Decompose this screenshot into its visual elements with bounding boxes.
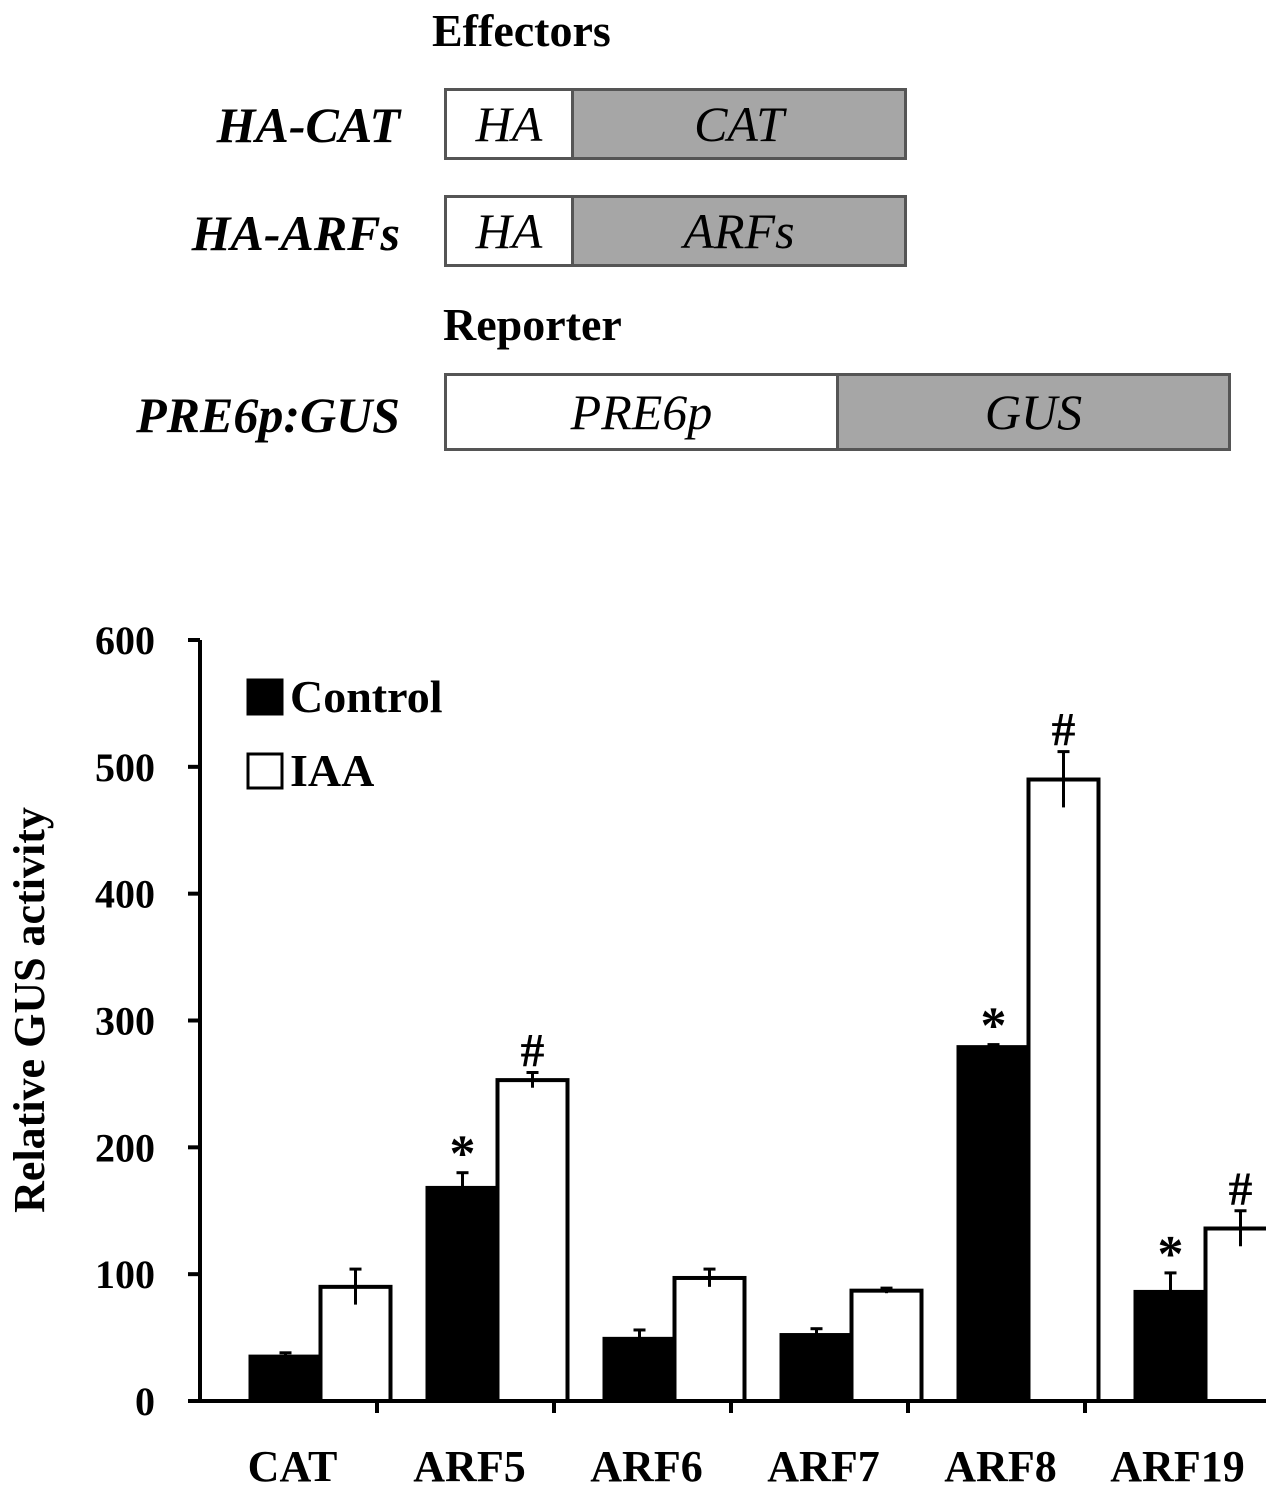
construct-ha-arfs: HA ARFs bbox=[444, 195, 907, 267]
y-tick-label: 300 bbox=[95, 999, 155, 1044]
chart-legend: Control IAA bbox=[246, 671, 443, 796]
significance-marker: * bbox=[450, 1126, 476, 1183]
bar-iaa-arf5 bbox=[495, 1078, 570, 1403]
y-tick-label: 200 bbox=[95, 1125, 155, 1170]
y-tick-label: 600 bbox=[95, 618, 155, 663]
construct-pre6p-gus: PRE6p GUS bbox=[444, 373, 1231, 451]
x-tick-label: CAT bbox=[248, 1442, 338, 1490]
segment-cat: CAT bbox=[574, 91, 904, 157]
legend-label-control: Control bbox=[290, 671, 443, 722]
significance-marker: # bbox=[1229, 1163, 1253, 1216]
bar-iaa-arf8 bbox=[1026, 777, 1101, 1403]
bar-control-arf6 bbox=[602, 1336, 677, 1404]
x-tick-label: ARF8 bbox=[944, 1442, 1056, 1490]
reporter-heading: Reporter bbox=[443, 299, 622, 350]
bar-control-cat bbox=[248, 1354, 323, 1404]
x-tick-label: ARF7 bbox=[767, 1442, 879, 1490]
significance-marker: * bbox=[1158, 1226, 1184, 1283]
segment-ha: HA bbox=[447, 198, 574, 264]
bar-control-arf8 bbox=[956, 1045, 1031, 1403]
y-tick-label: 500 bbox=[95, 745, 155, 790]
chart-axes: 0 100 200 300 400 500 600 CAT ARF5 ARF6 ARF7 ARF8 AR… bbox=[95, 618, 1262, 1490]
segment-ha: HA bbox=[447, 91, 574, 157]
legend-swatch-iaa bbox=[246, 752, 284, 790]
legend-label-iaa: IAA bbox=[290, 745, 374, 796]
significance-marker: # bbox=[521, 1025, 545, 1078]
x-tick-label: ARF6 bbox=[590, 1442, 702, 1490]
y-tick-label: 0 bbox=[135, 1379, 155, 1424]
gus-activity-bar-chart: 0 100 200 300 400 500 600 CAT ARF5 ARF6 ARF7 ARF8 AR… bbox=[5, 618, 1266, 1490]
construct-label-ha-arfs: HA-ARFs bbox=[191, 205, 400, 261]
segment-pre6p: PRE6p bbox=[447, 376, 839, 448]
bar-iaa-arf19 bbox=[1203, 1226, 1266, 1403]
bar-control-arf7 bbox=[779, 1333, 854, 1404]
segment-arfs: ARFs bbox=[574, 198, 904, 264]
bar-control-arf5 bbox=[425, 1185, 500, 1403]
y-tick-label: 400 bbox=[95, 872, 155, 917]
x-tick-label: ARF5 bbox=[413, 1442, 525, 1490]
significance-marker: * bbox=[981, 998, 1007, 1055]
bar-iaa-arf6 bbox=[672, 1275, 747, 1404]
legend-swatch-control bbox=[246, 678, 284, 716]
construct-label-ha-cat: HA-CAT bbox=[216, 97, 400, 153]
y-axis-label: Relative GUS activity bbox=[5, 807, 54, 1213]
significance-marker: # bbox=[1052, 704, 1076, 757]
x-tick-label: ARF19 bbox=[1110, 1442, 1244, 1490]
y-tick-label: 100 bbox=[95, 1252, 155, 1297]
chart-bars: * # * # * # bbox=[248, 704, 1266, 1404]
segment-gus: GUS bbox=[839, 376, 1228, 448]
bar-iaa-arf7 bbox=[849, 1288, 924, 1404]
construct-ha-cat: HA CAT bbox=[444, 88, 907, 160]
construct-label-pre6p-gus: PRE6p:GUS bbox=[136, 387, 400, 443]
effectors-heading: Effectors bbox=[432, 5, 611, 56]
